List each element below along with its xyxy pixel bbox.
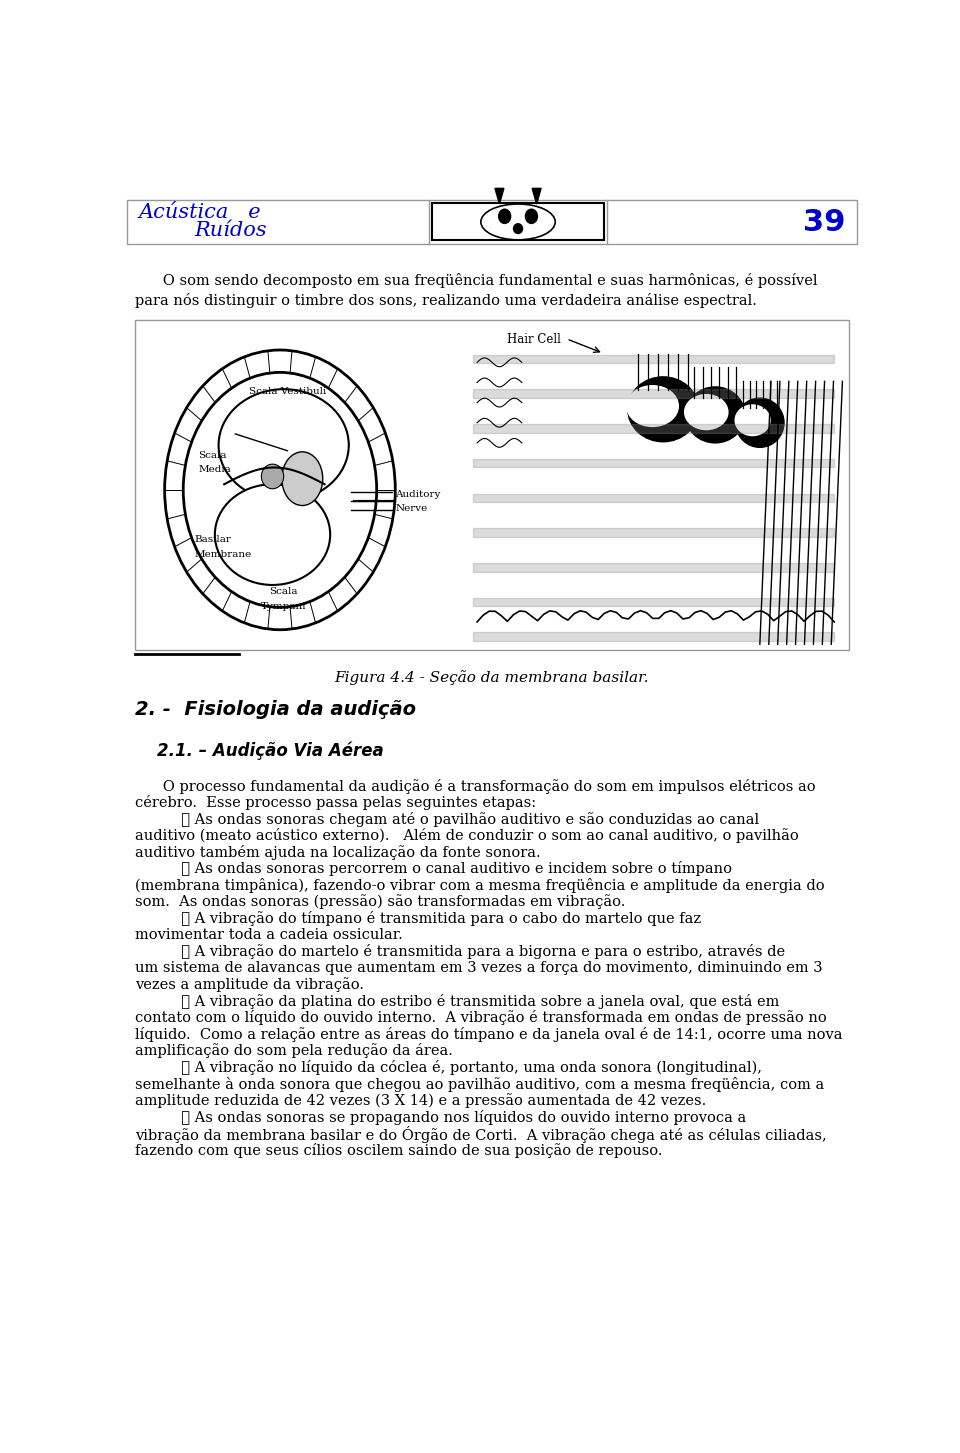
Text: cérebro.  Esse processo passa pelas seguintes etapas:: cérebro. Esse processo passa pelas segui… [134, 795, 536, 811]
Text: O processo fundamental da audição é a transformação do som em impulsos elétricos: O processo fundamental da audição é a tr… [134, 779, 815, 793]
Text: Acústica   e: Acústica e [138, 203, 261, 222]
Ellipse shape [513, 222, 523, 234]
Text: contato com o líquido do ouvido interno.  A vibração é transformada em ondas de : contato com o líquido do ouvido interno.… [134, 1010, 827, 1026]
Text: Scala Vestibuli: Scala Vestibuli [249, 386, 326, 395]
Text: um sistema de alavancas que aumentam em 3 vezes a força do movimento, diminuindo: um sistema de alavancas que aumentam em … [134, 960, 823, 975]
Ellipse shape [261, 464, 284, 488]
Polygon shape [532, 189, 541, 203]
Text: (membrana timpânica), fazendo-o vibrar com a mesma freqüência e amplitude da ene: (membrana timpânica), fazendo-o vibrar c… [134, 878, 825, 892]
Text: Tympani: Tympani [261, 602, 306, 610]
Text: Hair Cell: Hair Cell [507, 333, 561, 346]
Text: Scala: Scala [270, 587, 298, 596]
Polygon shape [495, 189, 504, 203]
Text: ❸ A vibração do tímpano é transmitida para o cabo do martelo que faz: ❸ A vibração do tímpano é transmitida pa… [134, 911, 701, 926]
Text: ❼ As ondas sonoras se propagando nos líquidos do ouvido interno provoca a: ❼ As ondas sonoras se propagando nos líq… [134, 1110, 746, 1125]
FancyBboxPatch shape [432, 203, 604, 240]
Ellipse shape [498, 208, 512, 224]
Text: amplitude reduzida de 42 vezes (3 X 14) e a pressão aumentada de 42 vezes.: amplitude reduzida de 42 vezes (3 X 14) … [134, 1093, 707, 1109]
Ellipse shape [282, 452, 323, 506]
Ellipse shape [626, 385, 679, 427]
Text: Figura 4.4 - Seção da membrana basilar.: Figura 4.4 - Seção da membrana basilar. [335, 670, 649, 684]
Text: O som sendo decomposto em sua freqüência fundamental e suas harmônicas, é possív: O som sendo decomposto em sua freqüência… [134, 273, 817, 308]
Text: ❹ A vibração do martelo é transmitida para a bigorna e para o estribo, através d: ❹ A vibração do martelo é transmitida pa… [134, 944, 785, 959]
Ellipse shape [685, 386, 745, 443]
Text: Scala: Scala [198, 450, 227, 459]
Ellipse shape [684, 394, 729, 430]
Text: 2.1. – Audição Via Aérea: 2.1. – Audição Via Aérea [157, 741, 384, 760]
Text: som.  As ondas sonoras (pressão) são transformadas em vibração.: som. As ondas sonoras (pressão) são tran… [134, 895, 625, 910]
Text: ❺ A vibração da platina do estribo é transmitida sobre a janela oval, que está e: ❺ A vibração da platina do estribo é tra… [134, 994, 780, 1008]
Text: líquido.  Como a relação entre as áreas do tímpano e da janela oval é de 14:1, o: líquido. Como a relação entre as áreas d… [134, 1027, 842, 1042]
Ellipse shape [183, 372, 376, 607]
Text: Membrane: Membrane [194, 551, 252, 559]
Text: ❻ A vibração no líquido da cóclea é, portanto, uma onda sonora (longitudinal),: ❻ A vibração no líquido da cóclea é, por… [134, 1061, 762, 1075]
Text: 2. -  Fisiologia da audição: 2. - Fisiologia da audição [134, 700, 416, 719]
Text: 39: 39 [803, 208, 846, 237]
Ellipse shape [735, 398, 784, 448]
Ellipse shape [215, 484, 330, 586]
Text: Media: Media [198, 465, 230, 474]
Text: vibração da membrana basilar e do Órgão de Corti.  A vibração chega até as célul: vibração da membrana basilar e do Órgão … [134, 1126, 827, 1144]
Text: semelhante à onda sonora que chegou ao pavilhão auditivo, com a mesma freqüência: semelhante à onda sonora que chegou ao p… [134, 1077, 824, 1091]
Text: auditivo também ajuda na localização da fonte sonora.: auditivo também ajuda na localização da … [134, 844, 540, 860]
Text: Auditory: Auditory [396, 490, 441, 498]
Polygon shape [134, 320, 849, 649]
Text: vezes a amplitude da vibração.: vezes a amplitude da vibração. [134, 978, 364, 992]
Text: amplificação do som pela redução da área.: amplificação do som pela redução da área… [134, 1043, 453, 1058]
Ellipse shape [525, 208, 539, 224]
Ellipse shape [628, 376, 699, 442]
Text: fazendo com que seus cílios oscilem saindo de sua posição de repouso.: fazendo com que seus cílios oscilem sain… [134, 1144, 662, 1158]
Text: ❷ As ondas sonoras percorrem o canal auditivo e incidem sobre o tímpano: ❷ As ondas sonoras percorrem o canal aud… [134, 862, 732, 876]
Text: auditivo (meato acústico externo).   Além de conduzir o som ao canal auditivo, o: auditivo (meato acústico externo). Além … [134, 828, 799, 843]
Ellipse shape [219, 389, 348, 501]
Text: Basilar: Basilar [194, 535, 231, 543]
Text: movimentar toda a cadeia ossicular.: movimentar toda a cadeia ossicular. [134, 927, 402, 942]
Text: Nerve: Nerve [396, 504, 427, 513]
Text: ❶ As ondas sonoras chegam até o pavilhão auditivo e são conduzidas ao canal: ❶ As ondas sonoras chegam até o pavilhão… [134, 812, 759, 827]
Ellipse shape [481, 203, 555, 240]
Ellipse shape [734, 404, 771, 436]
Text: Ruídos: Ruídos [194, 221, 267, 240]
